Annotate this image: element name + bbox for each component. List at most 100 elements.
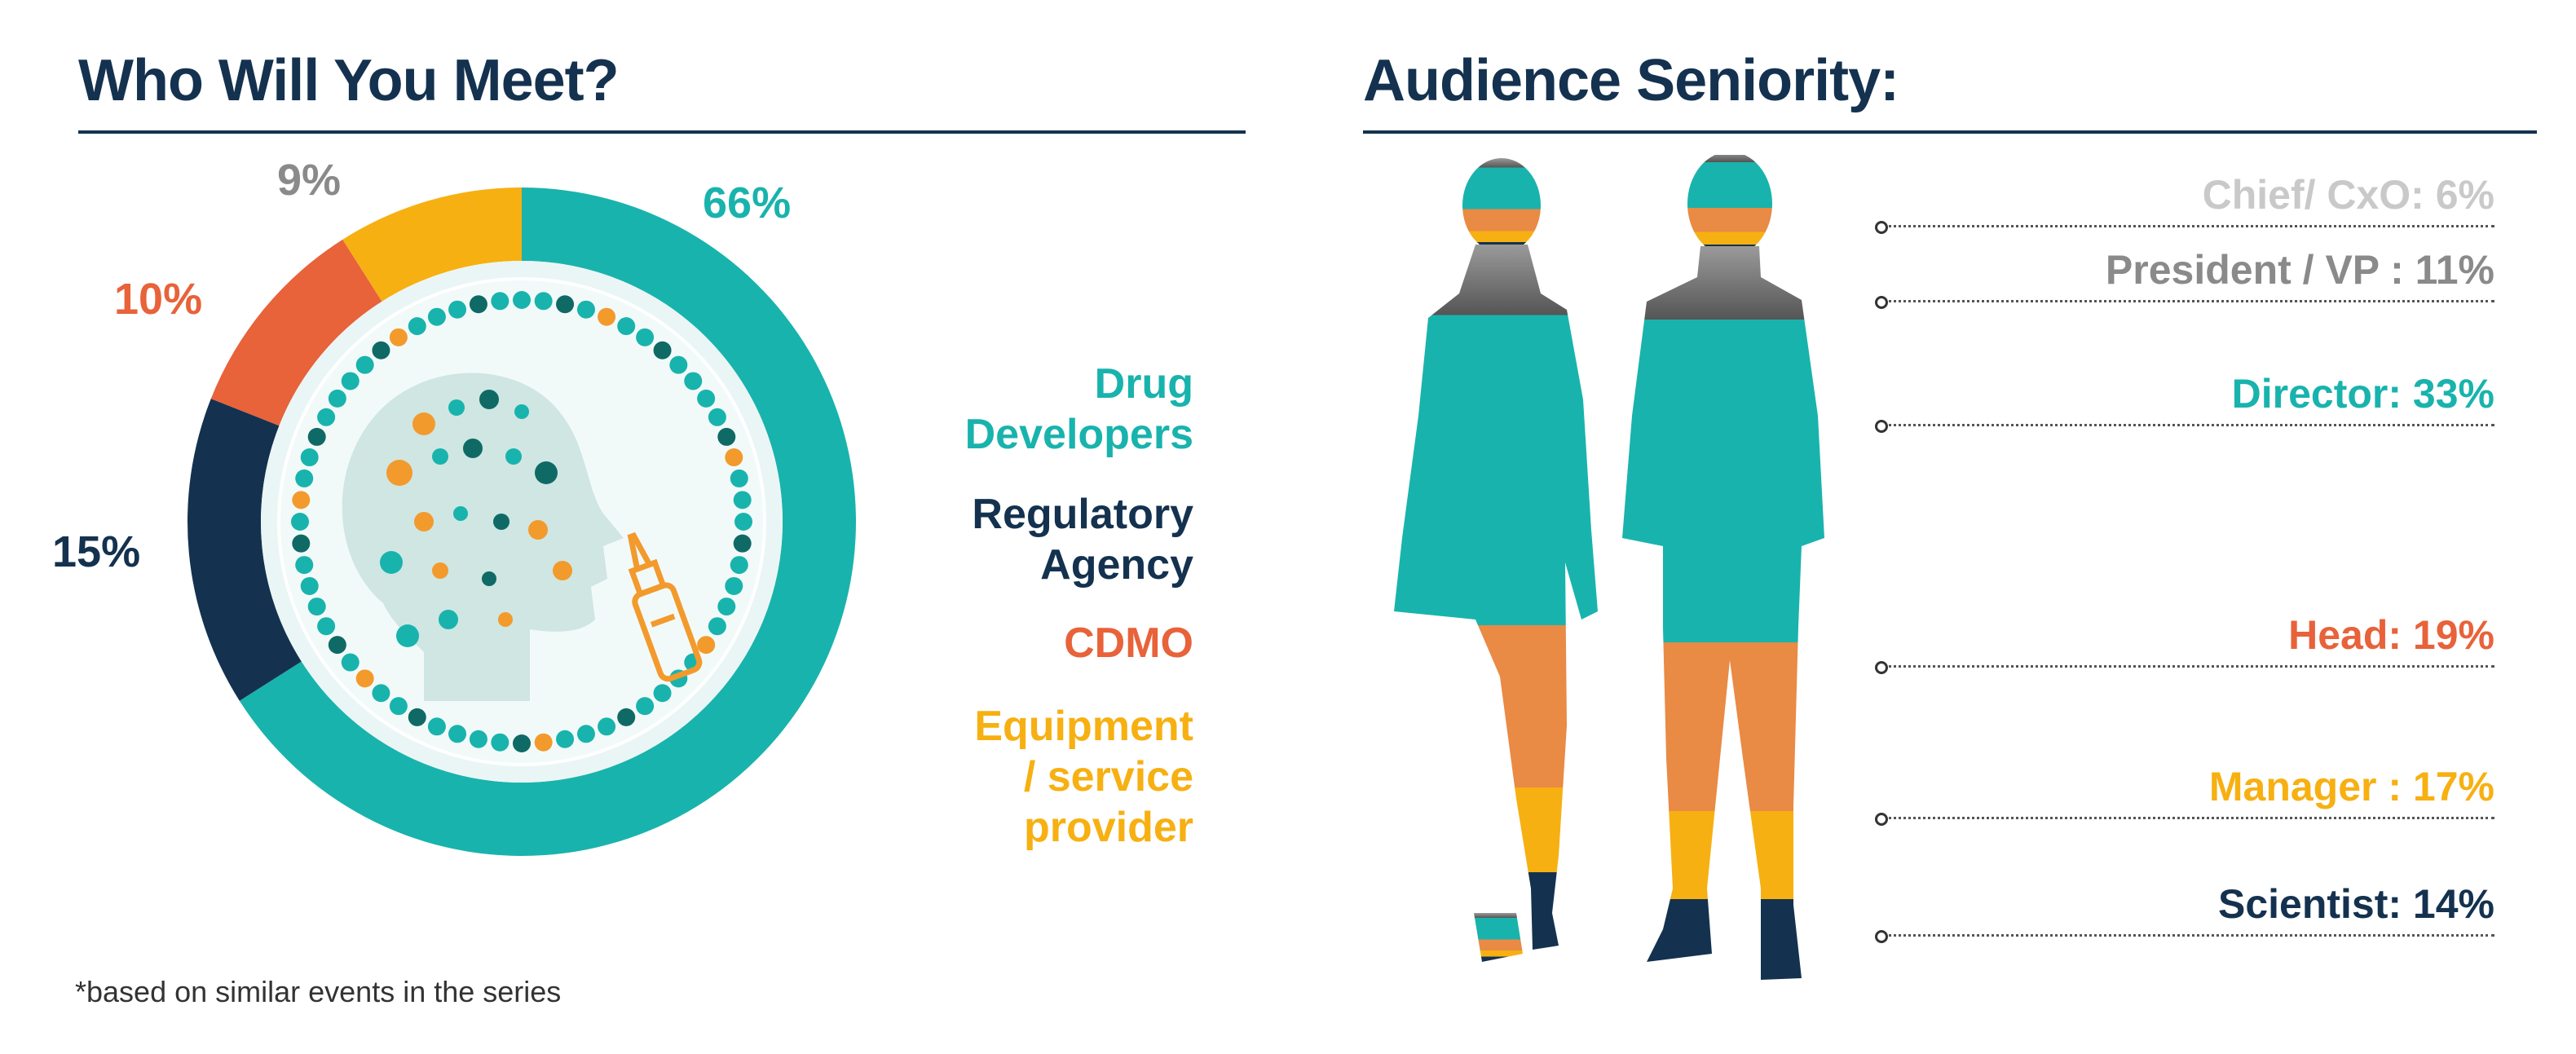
decorative-dot — [708, 617, 726, 636]
decorative-dot — [412, 412, 435, 435]
decorative-dot — [292, 534, 311, 553]
legend-item-drug-developers: Drug Developers — [867, 359, 1193, 460]
decorative-dot — [725, 576, 743, 595]
decorative-dot — [598, 717, 616, 736]
decorative-dot — [427, 307, 446, 326]
decorative-dot — [684, 372, 703, 390]
legend-line: Drug — [1094, 360, 1193, 408]
decorative-dot — [317, 408, 336, 426]
decorative-dot — [463, 439, 483, 458]
bullet-icon — [1875, 420, 1888, 433]
decorative-dot — [307, 598, 326, 616]
decorative-dot — [653, 684, 672, 703]
nasal-spray-icon — [627, 531, 703, 682]
decorative-dot — [328, 389, 346, 408]
decorative-dot — [653, 341, 672, 359]
woman-silhouette — [1394, 158, 1598, 962]
decorative-dot — [448, 399, 465, 416]
decorative-dot — [708, 408, 726, 426]
decorative-dot — [513, 734, 531, 752]
decorative-dot — [734, 513, 752, 531]
decorative-dot — [498, 612, 513, 627]
decorative-dot — [414, 512, 434, 531]
left-panel-title: Who Will You Meet? — [78, 48, 620, 113]
decorative-dot — [730, 469, 748, 487]
decorative-dot — [448, 300, 467, 319]
decorative-dot — [534, 733, 553, 752]
decorative-dot — [380, 551, 403, 574]
donut-slice — [187, 399, 302, 701]
decorative-dot — [439, 610, 458, 629]
seniority-label-chief: Chief/ CxO: 6% — [2202, 172, 2494, 218]
legend-line: provider — [1023, 804, 1193, 851]
legend-line: Developers — [964, 411, 1193, 458]
decorative-dot — [725, 448, 743, 467]
decorative-dot — [636, 697, 655, 716]
decorative-dot — [432, 448, 448, 465]
decorative-dot — [389, 697, 408, 716]
donut-slice — [210, 239, 382, 426]
decorative-dot — [341, 653, 359, 672]
decorative-dot — [372, 684, 390, 703]
seniority-divider — [1875, 661, 2494, 674]
decorative-dot — [717, 427, 736, 446]
decorative-dot — [669, 355, 688, 374]
decorative-dot — [576, 725, 595, 743]
seniority-divider — [1875, 930, 2494, 943]
decorative-dot — [505, 448, 522, 465]
legend-line: Regulatory — [972, 491, 1193, 538]
seniority-label-president: President / VP : 11% — [2105, 247, 2494, 293]
seniority-divider — [1875, 420, 2494, 433]
decorative-dot — [697, 389, 716, 408]
man-silhouette — [1622, 152, 1824, 980]
decorative-dot — [469, 295, 487, 314]
legend-item-regulatory: Regulatory Agency — [867, 489, 1193, 590]
donut-legend: Drug Developers Regulatory Agency CDMO E… — [867, 359, 1193, 864]
decorative-dot — [534, 292, 553, 311]
seniority-divider — [1875, 813, 2494, 826]
decorative-dot — [408, 708, 426, 726]
decorative-dot — [427, 717, 446, 736]
footnote: *based on similar events in the series — [75, 975, 562, 1008]
seniority-label-scientist: Scientist: 14% — [2217, 881, 2494, 927]
decorative-dot — [493, 514, 509, 530]
decorative-dot — [292, 491, 311, 509]
pct-label-drug-developers: 66% — [703, 179, 792, 227]
bullet-icon — [1875, 813, 1888, 826]
decorative-dot — [300, 576, 319, 595]
right-panel-title: Audience Seniority: — [1363, 48, 1899, 113]
decorative-dot — [513, 291, 531, 309]
decorative-dot — [598, 307, 616, 326]
decorative-dot — [307, 427, 326, 446]
decorative-dot — [355, 355, 374, 374]
decorative-dot — [617, 708, 636, 726]
decorative-dot — [389, 328, 408, 346]
decorative-dot — [553, 561, 572, 580]
seniority-label-head: Head: 19% — [2288, 612, 2494, 658]
legend-line: Agency — [1040, 541, 1193, 589]
decorative-dot — [617, 317, 636, 336]
people-silhouettes — [1378, 152, 1834, 994]
decorative-dot — [514, 404, 529, 419]
left-title-rule — [78, 130, 1246, 134]
seniority-list: Chief/ CxO: 6% President / VP : 11% Dire… — [1875, 163, 2494, 962]
decorative-dot — [355, 669, 374, 688]
pct-label-equipment: 9% — [277, 156, 342, 205]
pct-label-cdmo: 10% — [114, 275, 203, 324]
decorative-dot — [295, 556, 314, 575]
right-title-rule — [1363, 130, 2537, 134]
legend-line: CDMO — [1064, 620, 1193, 667]
seniority-divider — [1875, 221, 2494, 234]
decorative-dot — [697, 636, 716, 655]
decorative-dot — [733, 491, 752, 509]
decorative-dot — [556, 295, 575, 314]
decorative-dot — [295, 469, 314, 487]
decorative-dot — [491, 292, 509, 311]
decorative-dot — [556, 730, 575, 748]
decorative-dot — [317, 617, 336, 636]
decorative-dot — [291, 513, 309, 531]
bullet-icon — [1875, 930, 1888, 943]
decorative-dot — [479, 390, 499, 409]
decorative-dot — [491, 733, 509, 752]
decorative-dot — [432, 562, 448, 579]
